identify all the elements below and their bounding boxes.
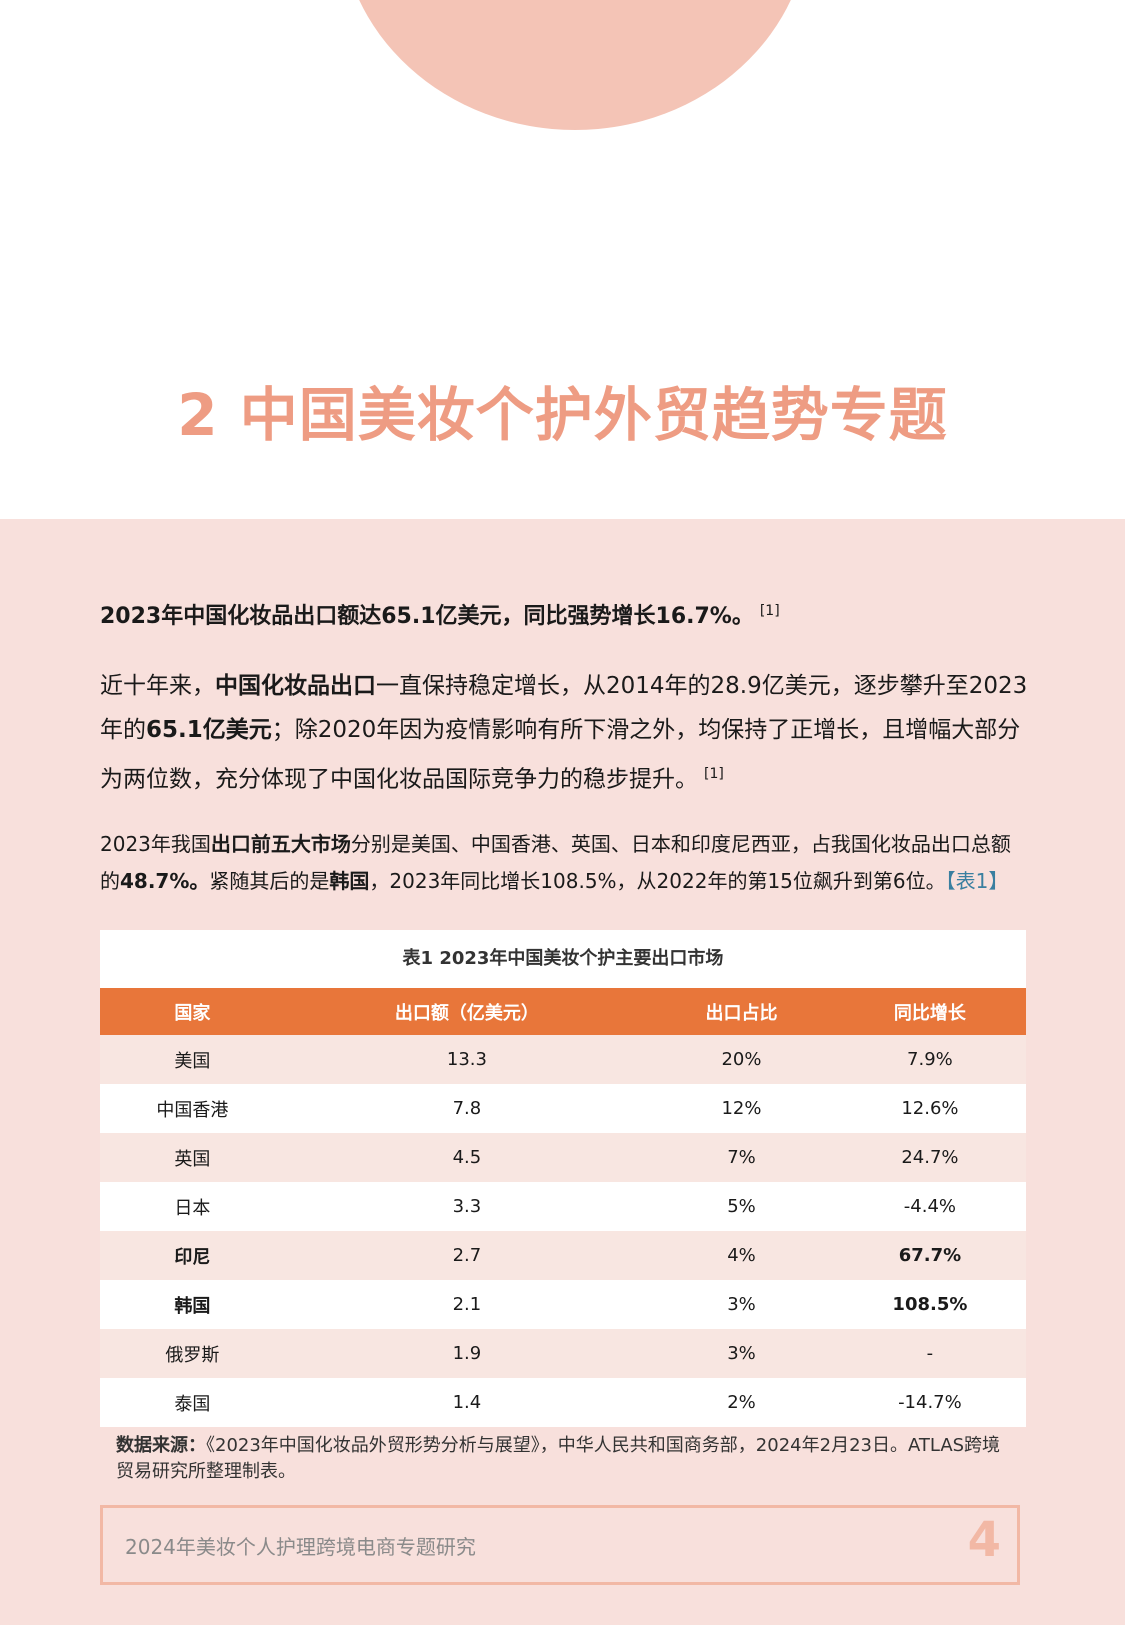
para2-highlight: 韩国 xyxy=(329,869,370,893)
cell-country: 泰国 xyxy=(100,1378,285,1427)
table-header: 国家 xyxy=(100,988,285,1035)
cell-growth: 7.9% xyxy=(833,1035,1026,1084)
cell-export: 2.1 xyxy=(284,1280,650,1329)
decorative-circle xyxy=(340,0,810,130)
cell-export: 4.5 xyxy=(284,1133,650,1182)
section-title: 2 中国美妆个护外贸趋势专题 xyxy=(177,381,948,449)
table-row: 俄罗斯 1.9 3% - xyxy=(100,1329,1026,1378)
table-link[interactable]: 【表1】 xyxy=(945,869,1009,893)
para2-text: 紧随其后的是 xyxy=(209,869,330,893)
cell-share: 3% xyxy=(649,1280,834,1329)
citation-ref[interactable]: [1] xyxy=(759,602,780,619)
footer-title: 2024年美妆个人护理跨境电商专题研究 xyxy=(125,1535,476,1559)
cell-country: 英国 xyxy=(100,1133,285,1182)
para2-text: ，2023年同比增长108.5%，从2022年的第15位飙升到第6位。 xyxy=(369,869,946,893)
cell-export: 3.3 xyxy=(284,1182,650,1231)
cell-share: 3% xyxy=(649,1329,834,1378)
table-caption: 表1 2023年中国美妆个护主要出口市场 xyxy=(402,948,724,969)
cell-export: 1.9 xyxy=(284,1329,650,1378)
cell-share: 5% xyxy=(649,1182,834,1231)
paragraph-top-markets: 2023年我国出口前五大市场分别是美国、中国香港、英国、日本和印度尼西亚，占我国… xyxy=(100,826,1030,900)
lead-text: 2023年中国化妆品出口额达65.1亿美元，同比强势增长16.7%。 xyxy=(100,604,754,629)
table-row: 英国 4.5 7% 24.7% xyxy=(100,1133,1026,1182)
page-footer: 2024年美妆个人护理跨境电商专题研究 4 xyxy=(100,1505,1020,1585)
cell-growth: 108.5% xyxy=(833,1280,1026,1329)
cell-growth: 24.7% xyxy=(833,1133,1026,1182)
cell-share: 12% xyxy=(649,1084,834,1133)
table-header: 出口额（亿美元） xyxy=(284,988,650,1035)
source-text: 《2023年中国化妆品外贸形势分析与展望》，中华人民共和国商务部，2024年2月… xyxy=(116,1435,1001,1482)
cell-country: 日本 xyxy=(100,1182,285,1231)
cell-growth: - xyxy=(833,1329,1026,1378)
cell-country: 美国 xyxy=(100,1035,285,1084)
cell-share: 20% xyxy=(649,1035,834,1084)
lead-statement: 2023年中国化妆品出口额达65.1亿美元，同比强势增长16.7%。 [1] xyxy=(100,598,780,630)
page-number: 4 xyxy=(967,1512,1001,1568)
table-row: 日本 3.3 5% -4.4% xyxy=(100,1182,1026,1231)
cell-export: 13.3 xyxy=(284,1035,650,1084)
cell-export: 2.7 xyxy=(284,1231,650,1280)
para1-text: ；除2020年因为疫情影响有所下滑之外，均保持了正增长，且增幅大部分为两位数，充… xyxy=(100,717,1021,793)
cell-growth: 67.7% xyxy=(833,1231,1026,1280)
source-label: 数据来源： xyxy=(116,1435,206,1456)
table-row: 韩国 2.1 3% 108.5% xyxy=(100,1280,1026,1329)
table-header: 同比增长 xyxy=(833,988,1026,1035)
para2-text: 2023年我国 xyxy=(100,832,211,856)
cell-share: 4% xyxy=(649,1231,834,1280)
cell-export: 7.8 xyxy=(284,1084,650,1133)
para1-text: 近十年来， xyxy=(100,673,215,699)
cell-country: 印尼 xyxy=(100,1231,285,1280)
para1-highlight: 65.1亿美元 xyxy=(146,717,272,743)
table-row: 中国香港 7.8 12% 12.6% xyxy=(100,1084,1026,1133)
para1-text: 一直保持稳定增长，从2014年的28.9亿美元，逐步攀升至2023年的 xyxy=(100,673,1028,743)
cell-growth: -4.4% xyxy=(833,1182,1026,1231)
citation-ref[interactable]: [1] xyxy=(704,766,724,782)
table-header: 出口占比 xyxy=(649,988,834,1035)
table-row: 印尼 2.7 4% 67.7% xyxy=(100,1231,1026,1280)
cell-export: 1.4 xyxy=(284,1378,650,1427)
cell-share: 2% xyxy=(649,1378,834,1427)
cell-growth: 12.6% xyxy=(833,1084,1026,1133)
table-row: 美国 13.3 20% 7.9% xyxy=(100,1035,1026,1084)
paragraph-export-growth: 近十年来，中国化妆品出口一直保持稳定增长，从2014年的28.9亿美元，逐步攀升… xyxy=(100,664,1030,802)
data-source-note: 数据来源：《2023年中国化妆品外贸形势分析与展望》，中华人民共和国商务部，20… xyxy=(116,1433,1006,1485)
cell-growth: -14.7% xyxy=(833,1378,1026,1427)
cell-share: 7% xyxy=(649,1133,834,1182)
para2-text: 分别是美国、中国香港、英国、日本和印度尼西亚，占我国化妆品出口总额的 xyxy=(100,832,1011,893)
para2-highlight: 48.7%。 xyxy=(120,869,210,893)
table-row: 泰国 1.4 2% -14.7% xyxy=(100,1378,1026,1427)
cell-country: 俄罗斯 xyxy=(100,1329,285,1378)
cell-country: 韩国 xyxy=(100,1280,285,1329)
para2-highlight: 出口前五大市场 xyxy=(210,832,351,856)
para1-highlight: 中国化妆品出口 xyxy=(215,673,376,699)
export-markets-table: 表1 2023年中国美妆个护主要出口市场 国家 出口额（亿美元） 出口占比 同比… xyxy=(100,930,1026,1427)
cell-country: 中国香港 xyxy=(100,1084,285,1133)
